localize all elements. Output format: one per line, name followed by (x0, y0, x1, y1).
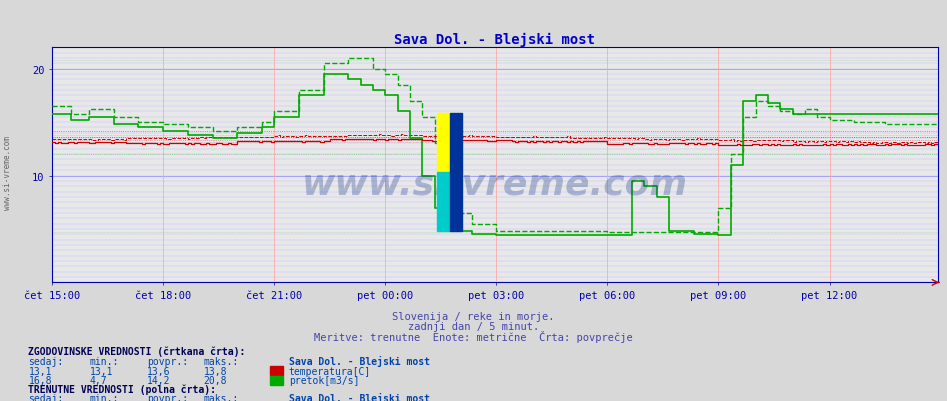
Bar (450, 172, 462, 231)
Text: Sava Dol. - Blejski most: Sava Dol. - Blejski most (289, 393, 430, 401)
Text: www.si-vreme.com: www.si-vreme.com (302, 167, 688, 201)
Text: ZGODOVINSKE VREDNOSTI (črtkana črta):: ZGODOVINSKE VREDNOSTI (črtkana črta): (28, 345, 246, 356)
Text: 14,2: 14,2 (147, 375, 170, 385)
Text: 20,8: 20,8 (204, 375, 227, 385)
Text: www.si-vreme.com: www.si-vreme.com (3, 136, 12, 209)
Text: 13,1: 13,1 (28, 366, 52, 376)
Text: 13,8: 13,8 (204, 366, 227, 376)
Text: sedaj:: sedaj: (28, 356, 63, 366)
Text: Meritve: trenutne  Enote: metrične  Črta: povprečje: Meritve: trenutne Enote: metrične Črta: … (314, 330, 633, 342)
Text: 13,6: 13,6 (147, 366, 170, 376)
Text: 16,8: 16,8 (28, 375, 52, 385)
Text: sedaj:: sedaj: (28, 393, 63, 401)
Text: zadnji dan / 5 minut.: zadnji dan / 5 minut. (408, 322, 539, 332)
Bar (438, 172, 450, 231)
Text: pretok[m3/s]: pretok[m3/s] (289, 375, 359, 385)
Bar (438, 114, 450, 172)
Text: maks.:: maks.: (204, 356, 239, 366)
Text: 13,1: 13,1 (90, 366, 114, 376)
Text: min.:: min.: (90, 356, 119, 366)
Bar (450, 114, 462, 172)
Text: temperatura[C]: temperatura[C] (289, 366, 371, 376)
Text: povpr.:: povpr.: (147, 393, 188, 401)
Text: min.:: min.: (90, 393, 119, 401)
Text: TRENUTNE VREDNOSTI (polna črta):: TRENUTNE VREDNOSTI (polna črta): (28, 384, 217, 394)
Text: 4,7: 4,7 (90, 375, 108, 385)
Title: Sava Dol. - Blejski most: Sava Dol. - Blejski most (394, 33, 596, 47)
Text: maks.:: maks.: (204, 393, 239, 401)
Text: Sava Dol. - Blejski most: Sava Dol. - Blejski most (289, 355, 430, 366)
Text: Slovenija / reke in morje.: Slovenija / reke in morje. (392, 311, 555, 321)
Text: povpr.:: povpr.: (147, 356, 188, 366)
